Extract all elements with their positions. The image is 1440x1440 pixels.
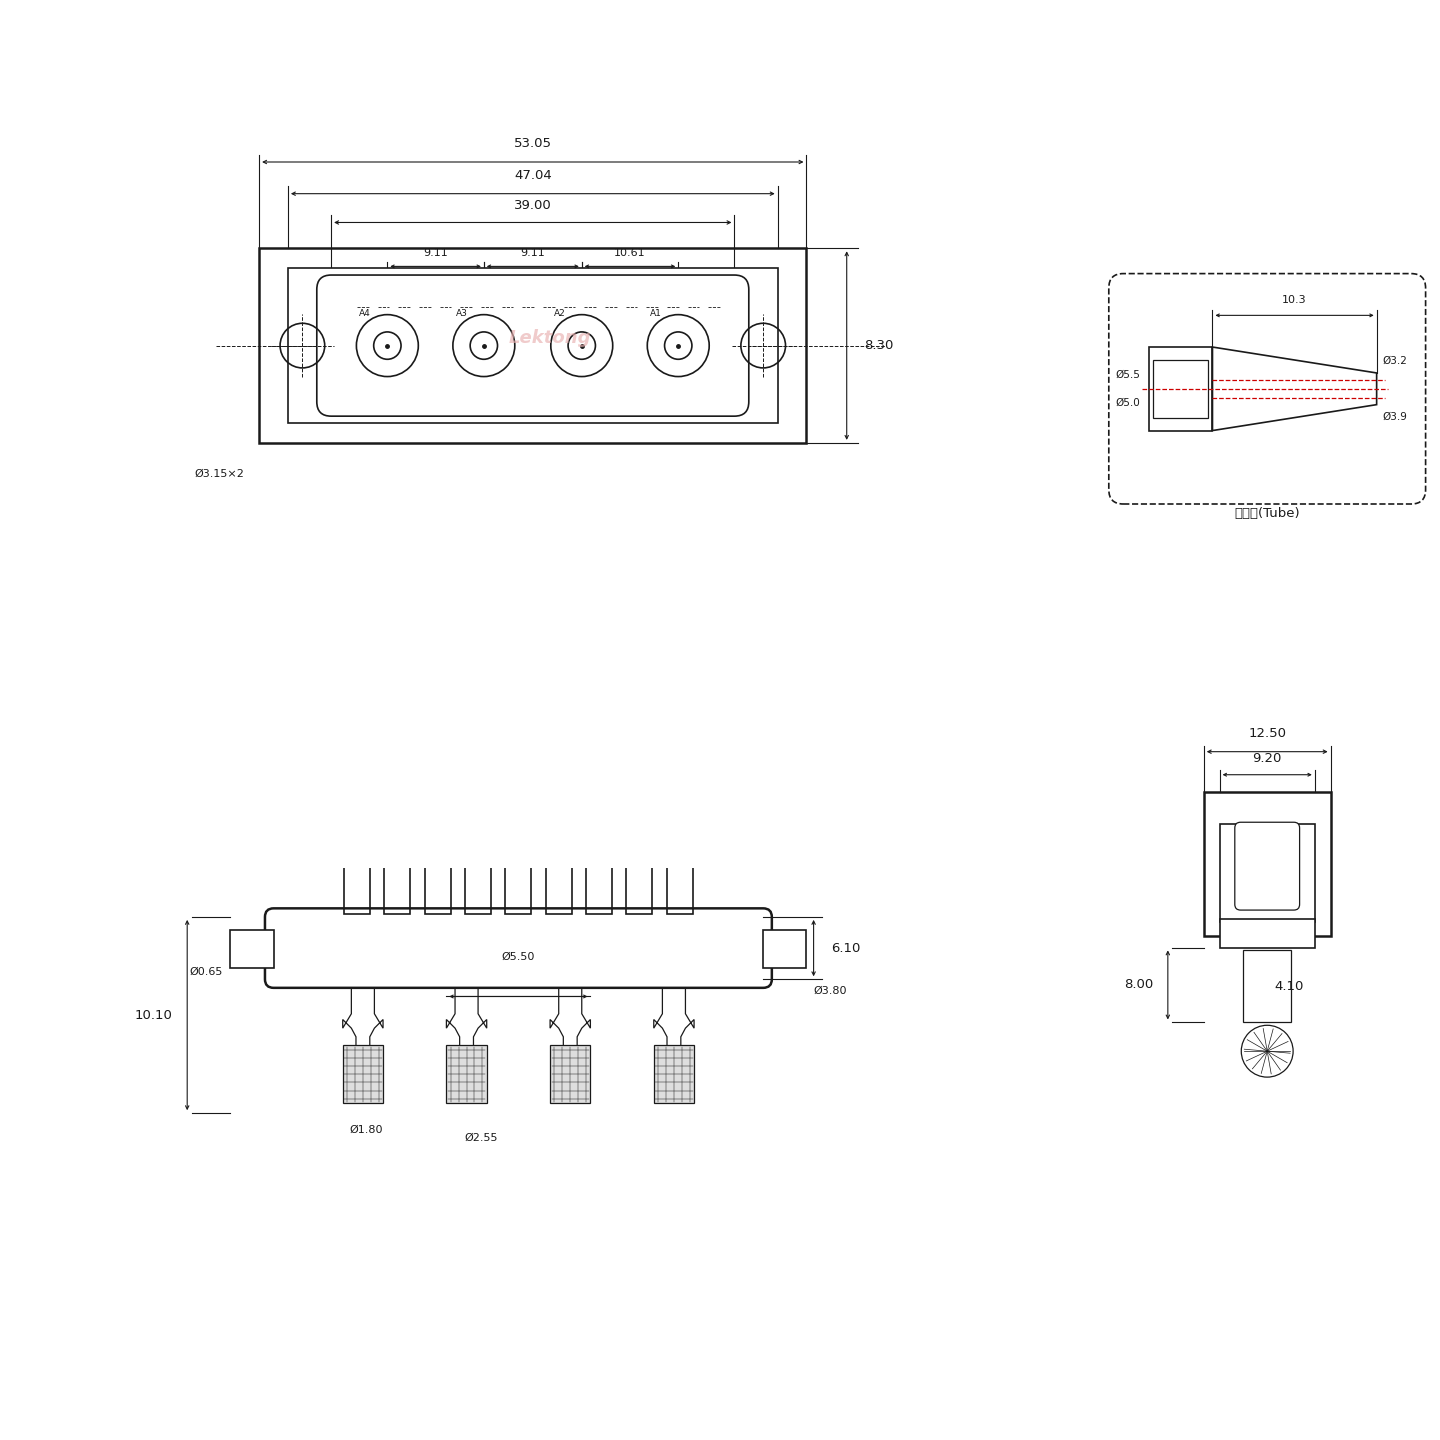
Text: 屏蔽管(Tube): 屏蔽管(Tube): [1234, 507, 1300, 520]
FancyBboxPatch shape: [446, 1045, 487, 1103]
FancyBboxPatch shape: [1149, 347, 1212, 431]
Text: 10.61: 10.61: [615, 248, 645, 258]
FancyBboxPatch shape: [1220, 824, 1315, 922]
Text: 47.04: 47.04: [514, 168, 552, 183]
FancyBboxPatch shape: [288, 268, 778, 423]
Text: Lektong: Lektong: [508, 330, 592, 347]
FancyBboxPatch shape: [230, 930, 274, 968]
Text: Ø2.55: Ø2.55: [464, 1133, 498, 1143]
FancyBboxPatch shape: [259, 248, 806, 444]
FancyBboxPatch shape: [763, 930, 806, 968]
Text: A1: A1: [649, 308, 662, 318]
Text: 8.00: 8.00: [1125, 978, 1153, 992]
Text: 12.50: 12.50: [1248, 727, 1286, 740]
Text: Ø3.9: Ø3.9: [1382, 412, 1407, 422]
FancyBboxPatch shape: [1153, 360, 1208, 418]
FancyBboxPatch shape: [1109, 274, 1426, 504]
Text: 9.20: 9.20: [1253, 752, 1282, 765]
Text: Ø3.2: Ø3.2: [1382, 356, 1407, 366]
FancyBboxPatch shape: [550, 1045, 590, 1103]
Text: 6.10: 6.10: [831, 942, 860, 955]
FancyBboxPatch shape: [343, 1045, 383, 1103]
Text: Ø3.80: Ø3.80: [814, 986, 847, 995]
Text: 4.10: 4.10: [1274, 979, 1303, 994]
Text: 9.11: 9.11: [520, 248, 546, 258]
FancyBboxPatch shape: [265, 909, 772, 988]
Text: A4: A4: [360, 308, 372, 318]
Text: 10.10: 10.10: [135, 1008, 173, 1021]
Text: 9.11: 9.11: [423, 248, 448, 258]
Text: A2: A2: [553, 308, 566, 318]
FancyBboxPatch shape: [1236, 822, 1299, 910]
Text: Ø3.15×2: Ø3.15×2: [194, 469, 245, 478]
Text: 8.30: 8.30: [864, 338, 893, 353]
FancyBboxPatch shape: [317, 275, 749, 416]
Text: 39.00: 39.00: [514, 199, 552, 213]
Text: Ø5.0: Ø5.0: [1116, 399, 1140, 408]
FancyBboxPatch shape: [1243, 950, 1292, 1022]
Text: Ø5.50: Ø5.50: [501, 952, 536, 962]
Text: Ø0.65: Ø0.65: [190, 968, 223, 976]
Text: A3: A3: [455, 308, 468, 318]
Text: Ø1.80: Ø1.80: [348, 1125, 383, 1135]
FancyBboxPatch shape: [1220, 919, 1315, 948]
Text: Ø5.5: Ø5.5: [1116, 370, 1140, 379]
Text: 10.3: 10.3: [1282, 295, 1308, 305]
FancyBboxPatch shape: [1204, 792, 1331, 936]
FancyBboxPatch shape: [654, 1045, 694, 1103]
Text: 53.05: 53.05: [514, 137, 552, 151]
